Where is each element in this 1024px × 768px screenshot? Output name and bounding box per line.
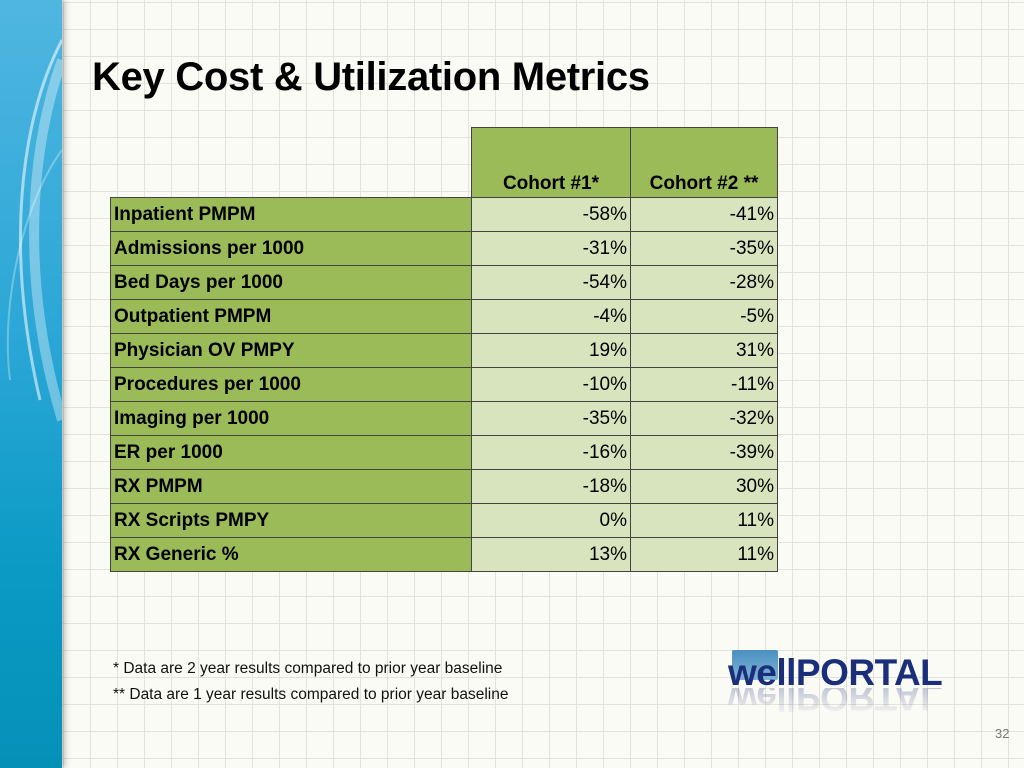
metric-cell: RX PMPM (110, 469, 472, 504)
metric-cell: Bed Days per 1000 (110, 265, 472, 300)
sidebar-swoosh-graphic (6, 39, 62, 422)
logo-text-portal: PORTAL (795, 652, 943, 693)
cohort-1-cell: 0% (471, 503, 631, 538)
footnotes: * Data are 2 year results compared to pr… (113, 656, 508, 708)
table-row: Imaging per 1000 -35% -32% (110, 401, 778, 436)
logo-text-well: well (728, 652, 796, 693)
cohort-1-cell: -31% (471, 231, 631, 266)
table-row: RX PMPM -18% 30% (110, 469, 778, 504)
header-blank (110, 127, 472, 198)
cohort-2-cell: -32% (630, 401, 778, 436)
table-row: Physician OV PMPY 19% 31% (110, 333, 778, 368)
cohort-2-cell: -5% (630, 299, 778, 334)
cohort-2-cell: -39% (630, 435, 778, 470)
metric-cell: Physician OV PMPY (110, 333, 472, 368)
table-row: Admissions per 1000 -31% -35% (110, 231, 778, 266)
page-number: 32 (995, 726, 1010, 741)
metric-cell: RX Scripts PMPY (110, 503, 472, 538)
cohort-1-cell: -4% (471, 299, 631, 334)
logo-wave-icon (732, 650, 778, 680)
metric-cell: Imaging per 1000 (110, 401, 472, 436)
logo-reflection-portal: PORTAL (795, 688, 943, 718)
cohort-1-cell: 13% (471, 537, 631, 572)
cohort-1-cell: -35% (471, 401, 631, 436)
table-row: Procedures per 1000 -10% -11% (110, 367, 778, 402)
cohort-2-cell: 31% (630, 333, 778, 368)
cohort-2-cell: 30% (630, 469, 778, 504)
metrics-table: Cohort #1* Cohort #2 ** Inpatient PMPM -5… (110, 127, 778, 572)
cohort-1-cell: 19% (471, 333, 631, 368)
logo-reflection: wellPORTAL (728, 688, 942, 718)
cohort-1-cell: -58% (471, 197, 631, 232)
header-cohort-1: Cohort #1* (471, 127, 631, 198)
metric-cell: RX Generic % (110, 537, 472, 572)
header-cohort-2: Cohort #2 ** (630, 127, 778, 198)
metric-cell: Procedures per 1000 (110, 367, 472, 402)
table-row: Outpatient PMPM -4% -5% (110, 299, 778, 334)
logo-text: wellPORTAL (728, 652, 943, 694)
footnote-2: ** Data are 1 year results compared to p… (113, 686, 509, 703)
table-row: RX Scripts PMPY 0% 11% (110, 503, 778, 538)
cohort-1-cell: -16% (471, 435, 631, 470)
cohort-2-cell: -11% (630, 367, 778, 402)
table-header-row: Cohort #1* Cohort #2 ** (110, 127, 778, 198)
cohort-1-cell: -18% (471, 469, 631, 504)
cohort-2-cell: 11% (630, 537, 778, 572)
metric-cell: Outpatient PMPM (110, 299, 472, 334)
table-row: RX Generic % 13% 11% (110, 537, 778, 572)
footnote-1: * Data are 2 year results compared to pr… (113, 660, 503, 677)
table-row: ER per 1000 -16% -39% (110, 435, 778, 470)
cohort-2-cell: -35% (630, 231, 778, 266)
logo-reflection-well: well (728, 688, 796, 718)
cohort-2-cell: -28% (630, 265, 778, 300)
slide-title: Key Cost & Utilization Metrics (92, 55, 650, 99)
table-row: Bed Days per 1000 -54% -28% (110, 265, 778, 300)
cohort-1-cell: -10% (471, 367, 631, 402)
cohort-2-cell: 11% (630, 503, 778, 538)
metric-cell: Admissions per 1000 (110, 231, 472, 266)
table-row: Inpatient PMPM -58% -41% (110, 197, 778, 232)
cohort-2-cell: -41% (630, 197, 778, 232)
cohort-1-cell: -54% (471, 265, 631, 300)
metric-cell: ER per 1000 (110, 435, 472, 470)
decorative-sidebar (0, 0, 62, 768)
wellportal-logo: wellPORTAL wellPORTAL (728, 648, 948, 718)
metric-cell: Inpatient PMPM (110, 197, 472, 232)
